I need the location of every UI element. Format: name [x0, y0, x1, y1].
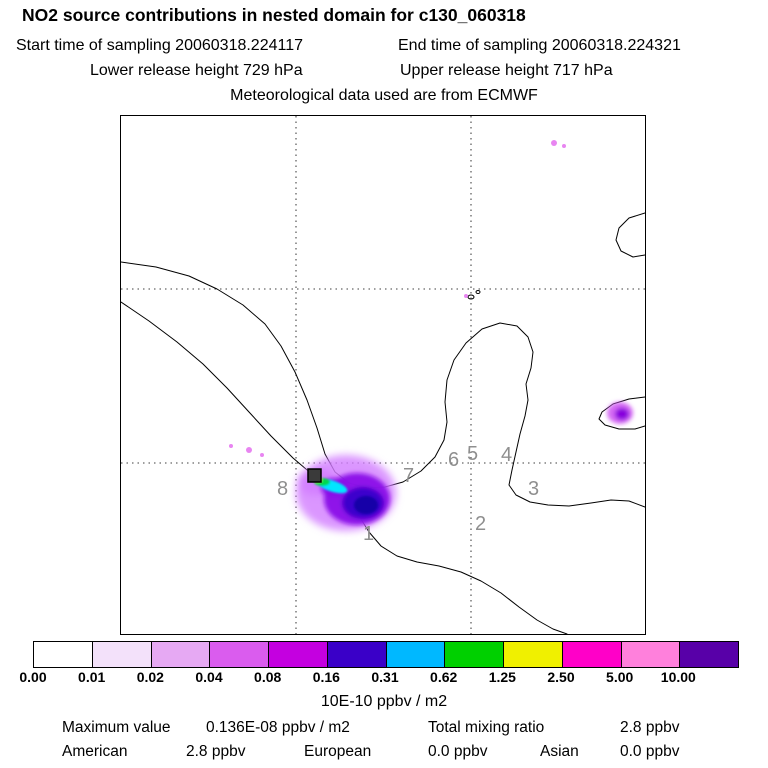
colorbar-cell [268, 642, 327, 667]
colorbar-tick-label: 0.00 [19, 669, 47, 685]
plume-specks [229, 140, 566, 457]
region-american-value: 2.8 ppbv [186, 743, 246, 760]
region-label-8: 8 [277, 478, 289, 500]
maximum-value-label: Maximum value [62, 719, 171, 736]
colorbar-cell [503, 642, 562, 667]
colorbar-tick-label: 1.25 [488, 669, 516, 685]
region-european-label: European [304, 743, 372, 760]
map-canvas [121, 116, 645, 634]
colorbar-tick-label: 0.02 [136, 669, 164, 685]
region-american-label: American [62, 743, 128, 760]
region-label-1: 1 [363, 523, 375, 545]
sampling-start-line: Start time of sampling 20060318.224117 [16, 37, 304, 54]
total-mixing-ratio-label: Total mixing ratio [428, 719, 545, 736]
colorbar-tick-label: 0.01 [78, 669, 106, 685]
lower-release-line: Lower release height 729 hPa [90, 62, 303, 79]
colorbar-tick-label: 0.31 [371, 669, 399, 685]
sampling-end-line: End time of sampling 20060318.224321 [398, 37, 681, 54]
release-marker [307, 468, 322, 483]
region-label-6: 6 [448, 449, 460, 471]
colorbar-cell [34, 642, 92, 667]
region-asian-value: 0.0 ppbv [620, 743, 680, 760]
colorbar [33, 641, 739, 668]
colorbar-cell [91, 642, 151, 667]
region-asian-label: Asian [540, 743, 579, 760]
map-panel: 8 7 6 5 4 3 2 1 [120, 115, 646, 635]
colorbar-cell [326, 642, 386, 667]
colorbar-tick-label: 0.04 [195, 669, 223, 685]
region-label-4: 4 [501, 444, 513, 466]
region-label-7: 7 [403, 465, 415, 487]
stats-line-1: Maximum value 0.136E-08 ppbv / m2 Total … [0, 719, 768, 737]
colorbar-cell [679, 642, 738, 667]
plume [229, 140, 633, 531]
coastlines [121, 212, 645, 634]
stats-line-2: American 2.8 ppbv European 0.0 ppbv Asia… [0, 743, 768, 761]
colorbar-tick-label: 2.50 [547, 669, 575, 685]
maximum-value: 0.136E-08 ppbv / m2 [206, 719, 350, 736]
colorbar-tick-label: 0.62 [430, 669, 458, 685]
colorbar-cell [444, 642, 503, 667]
colorbar-cell [385, 642, 445, 667]
region-label-2: 2 [475, 513, 487, 535]
colorbar-cell [150, 642, 210, 667]
colorbar-units: 10E-10 ppbv / m2 [320, 693, 448, 710]
total-mixing-ratio-value: 2.8 ppbv [620, 719, 680, 736]
colorbar-cell [209, 642, 268, 667]
upper-release-line: Upper release height 717 hPa [400, 62, 613, 79]
colorbar-tick-label: 0.08 [254, 669, 282, 685]
region-european-value: 0.0 ppbv [428, 743, 488, 760]
region-label-5: 5 [467, 443, 479, 465]
colorbar-cell [561, 642, 621, 667]
page-title: NO2 source contributions in nested domai… [22, 5, 526, 25]
region-label-3: 3 [528, 478, 540, 500]
colorbar-tick-label: 10.00 [660, 669, 696, 685]
colorbar-tick-label: 0.16 [312, 669, 340, 685]
met-source-line: Meteorological data used are from ECMWF [230, 87, 538, 104]
colorbar-cell [620, 642, 680, 667]
gridlines [121, 116, 645, 634]
colorbar-tick-label: 5.00 [606, 669, 634, 685]
colorbar-ticks: 0.00 0.01 0.02 0.04 0.08 0.16 0.31 0.62 1.25 2.50… [19, 669, 737, 685]
